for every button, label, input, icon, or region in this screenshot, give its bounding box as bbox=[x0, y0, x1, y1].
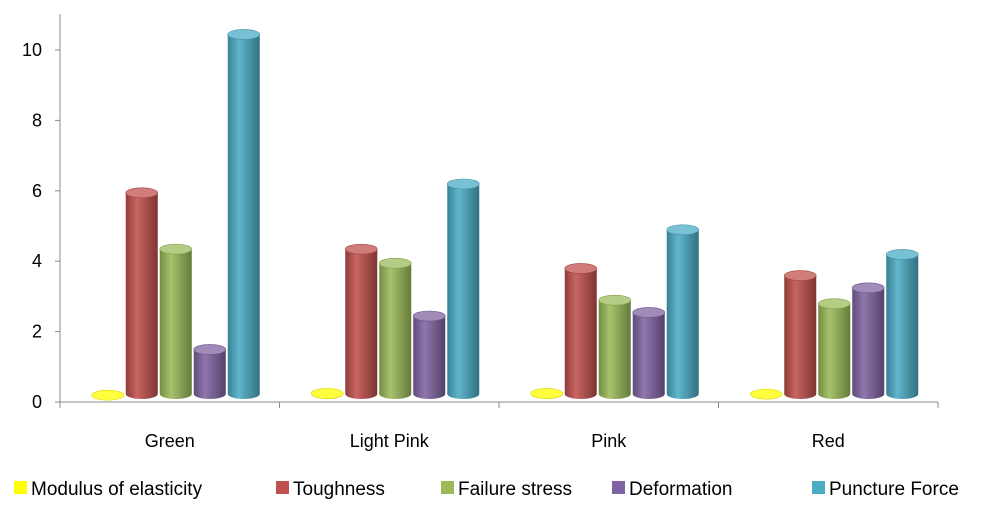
legend: Modulus of elasticity Toughness Failure st… bbox=[14, 479, 959, 500]
bar-top bbox=[91, 389, 125, 401]
legend-item: Puncture Force bbox=[812, 479, 959, 500]
category-labels: Green Light Pink Pink Red bbox=[145, 431, 845, 451]
legend-label: Failure stress bbox=[458, 479, 572, 500]
legend-item: Toughness bbox=[276, 479, 385, 500]
bar bbox=[632, 307, 666, 399]
category-label: Green bbox=[145, 431, 195, 451]
bar-top bbox=[378, 257, 412, 269]
bar bbox=[885, 249, 919, 399]
y-tick-label: 0 bbox=[32, 392, 42, 412]
bar-body bbox=[379, 263, 412, 399]
category-label: Pink bbox=[591, 431, 627, 451]
bar-body bbox=[598, 300, 631, 399]
bar-body bbox=[632, 312, 665, 399]
bar-body bbox=[852, 287, 885, 399]
bar-top bbox=[632, 307, 666, 318]
bar bbox=[446, 178, 480, 399]
bar bbox=[227, 29, 261, 400]
legend-swatch bbox=[14, 481, 27, 494]
bar bbox=[125, 187, 159, 399]
bar-body bbox=[125, 192, 158, 399]
legend-swatch bbox=[441, 481, 454, 494]
bar-top bbox=[227, 29, 261, 40]
bar-top bbox=[564, 263, 598, 274]
bars bbox=[91, 29, 919, 401]
bar bbox=[598, 294, 632, 399]
bar bbox=[159, 243, 193, 399]
bar-body bbox=[193, 349, 226, 399]
bar bbox=[749, 388, 783, 400]
bar-top bbox=[193, 344, 227, 355]
bar-top bbox=[817, 298, 851, 309]
legend-item: Failure stress bbox=[441, 479, 572, 500]
y-tick-label: 8 bbox=[32, 110, 42, 130]
category-label: Light Pink bbox=[350, 431, 430, 451]
y-tick-label: 2 bbox=[32, 322, 42, 342]
bar-top bbox=[598, 294, 632, 306]
bar bbox=[344, 243, 378, 399]
bar bbox=[412, 310, 446, 399]
legend-label: Modulus of elasticity bbox=[31, 479, 203, 500]
legend-label: Toughness bbox=[293, 479, 385, 500]
y-tick-label: 6 bbox=[32, 181, 42, 201]
bar bbox=[783, 270, 817, 399]
bar-body bbox=[886, 254, 919, 399]
axes bbox=[55, 14, 939, 408]
bar-top bbox=[885, 249, 919, 260]
bar-body bbox=[345, 249, 378, 399]
y-tick-labels: 0 2 4 6 8 10 bbox=[22, 40, 42, 412]
legend-swatch bbox=[812, 481, 825, 494]
bar bbox=[193, 344, 227, 399]
bar-body bbox=[818, 303, 851, 399]
bar bbox=[564, 263, 598, 399]
bar-body bbox=[447, 184, 480, 399]
bar-top bbox=[412, 310, 446, 322]
bar-body bbox=[564, 268, 597, 399]
bar bbox=[530, 388, 564, 399]
bar-top bbox=[530, 388, 564, 399]
bar bbox=[378, 257, 412, 399]
bar-top bbox=[125, 187, 159, 199]
bar bbox=[817, 298, 851, 399]
bar bbox=[91, 389, 125, 401]
bar-top bbox=[783, 270, 817, 281]
bar-body bbox=[666, 229, 699, 399]
bar-top bbox=[344, 243, 378, 255]
bar-top bbox=[666, 224, 700, 236]
bar-top bbox=[749, 388, 783, 400]
legend-item: Deformation bbox=[612, 479, 733, 500]
bar-top bbox=[159, 243, 193, 255]
legend-swatch bbox=[612, 481, 625, 494]
bar-body bbox=[159, 249, 192, 399]
legend-label: Puncture Force bbox=[829, 479, 959, 500]
bar bbox=[666, 224, 700, 399]
bar-top bbox=[446, 178, 480, 190]
bar-top bbox=[310, 388, 344, 399]
bar-top bbox=[851, 282, 885, 294]
bar-body bbox=[784, 275, 817, 399]
y-tick-label: 10 bbox=[22, 40, 42, 60]
bar-body bbox=[413, 316, 446, 399]
y-tick-label: 4 bbox=[32, 251, 42, 271]
bar bbox=[851, 282, 885, 399]
category-label: Red bbox=[812, 431, 845, 451]
legend-label: Deformation bbox=[629, 479, 733, 500]
bar-body bbox=[227, 34, 260, 400]
bar bbox=[310, 388, 344, 399]
legend-item: Modulus of elasticity bbox=[14, 479, 203, 500]
legend-swatch bbox=[276, 481, 289, 494]
